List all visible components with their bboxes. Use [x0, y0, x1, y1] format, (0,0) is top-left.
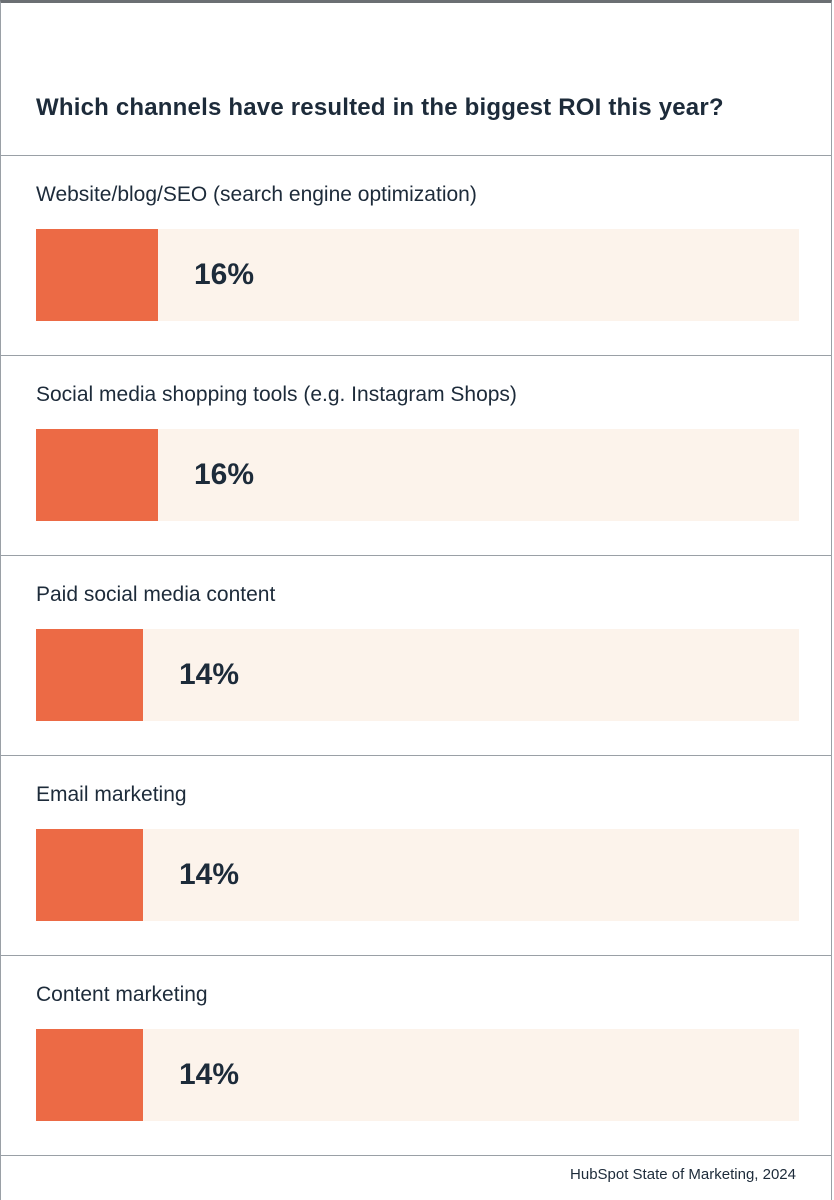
bar [36, 629, 143, 721]
divider [1, 555, 832, 556]
value-label: 16% [194, 258, 255, 291]
category-label: Social media shopping tools (e.g. Instag… [36, 383, 517, 406]
value-label: 16% [194, 458, 255, 491]
chart-title: Which channels have resulted in the bigg… [36, 94, 724, 121]
bar [36, 229, 158, 321]
bar-track: 14% [36, 829, 799, 921]
value-label: 14% [179, 658, 240, 691]
category-label: Website/blog/SEO (search engine optimiza… [36, 183, 477, 206]
divider [1, 955, 832, 956]
value-label: 14% [179, 858, 240, 891]
value-label: 14% [179, 1058, 240, 1091]
category-label: Paid social media content [36, 583, 276, 606]
chart-source: HubSpot State of Marketing, 2024 [570, 1166, 796, 1183]
bar [36, 829, 143, 921]
bar [36, 1029, 143, 1121]
divider [1, 1155, 832, 1156]
divider [1, 355, 832, 356]
category-label: Email marketing [36, 783, 187, 806]
category-label: Content marketing [36, 983, 208, 1006]
bar-track: 16% [36, 229, 799, 321]
bar-track: 14% [36, 1029, 799, 1121]
bar-track: 16% [36, 429, 799, 521]
bar-track: 14% [36, 629, 799, 721]
bar [36, 429, 158, 521]
divider [1, 755, 832, 756]
divider [1, 155, 832, 156]
